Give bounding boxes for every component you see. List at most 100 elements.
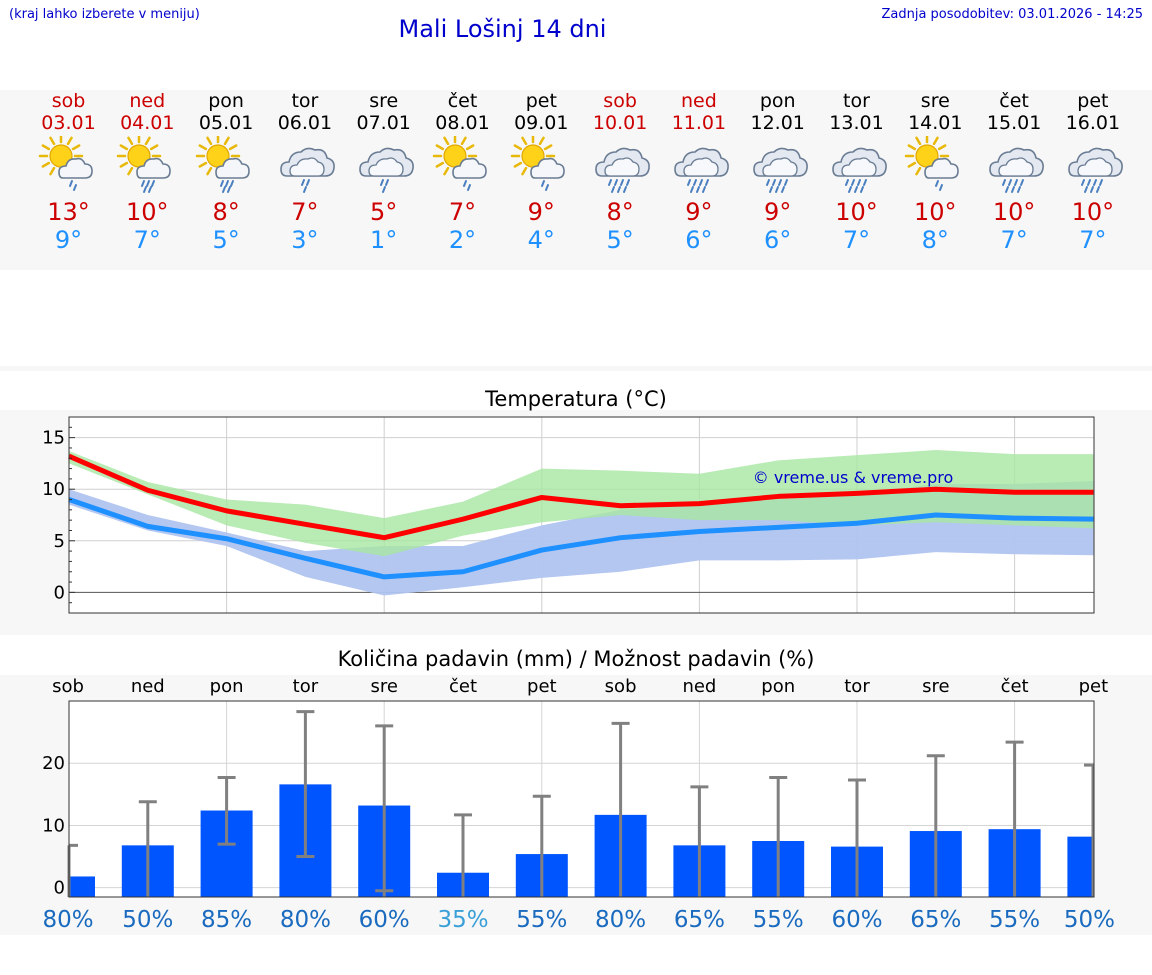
precip-probability: 60% bbox=[831, 907, 882, 933]
category-label: pet bbox=[527, 676, 557, 697]
precip-bar bbox=[1067, 836, 1094, 897]
category-label: čet bbox=[449, 676, 477, 697]
y-tick-label: 0 bbox=[54, 878, 65, 899]
category-label: pon bbox=[761, 676, 795, 697]
day-name: tor bbox=[291, 90, 319, 112]
precip-error-bar bbox=[769, 776, 788, 897]
day-column: ned 11.01 9° 6° bbox=[659, 90, 738, 254]
y-tick-label: 20 bbox=[42, 753, 65, 774]
temp-min: 9° bbox=[54, 226, 83, 254]
temp-max: 10° bbox=[1071, 198, 1115, 226]
day-name: pet bbox=[1077, 90, 1109, 112]
day-date: 13.01 bbox=[829, 112, 884, 134]
temperature-chart-title: Temperatura (°C) bbox=[485, 387, 667, 411]
category-label: sre bbox=[370, 676, 397, 697]
category-label: čet bbox=[1001, 676, 1029, 697]
day-column: sre 14.01 10° 8° bbox=[896, 90, 975, 254]
category-label: sob bbox=[52, 676, 84, 697]
sun-cloud-rain-icon bbox=[432, 136, 487, 191]
day-date: 11.01 bbox=[671, 112, 727, 134]
category-label: tor bbox=[293, 676, 319, 697]
temp-min: 7° bbox=[1000, 226, 1028, 254]
daily-forecast-strip: sob 03.01 13° 9° ned 04.01 10° 7° pon 05.01 8° 5° to… bbox=[0, 90, 1152, 270]
temp-max: 13° bbox=[47, 198, 90, 226]
precip-error-bar bbox=[848, 778, 866, 897]
temp-min: 4° bbox=[527, 226, 555, 254]
precip-error-bar bbox=[1005, 740, 1024, 897]
y-tick-label: 15 bbox=[42, 428, 65, 449]
y-tick-label: 5 bbox=[54, 531, 65, 552]
day-column: pet 16.01 10° 7° bbox=[1053, 90, 1132, 254]
y-tick-label: 10 bbox=[42, 815, 65, 836]
day-name: sre bbox=[369, 90, 399, 112]
precip-probability: 55% bbox=[989, 907, 1040, 933]
temp-min: 3° bbox=[291, 226, 319, 254]
day-name: čet bbox=[447, 90, 478, 112]
plot-frame bbox=[68, 700, 1095, 898]
temp-min: 6° bbox=[685, 226, 713, 254]
temp-min: 5° bbox=[606, 226, 634, 254]
day-column: tor 13.01 10° 7° bbox=[817, 90, 896, 254]
precip-error-bar bbox=[454, 813, 472, 897]
precip-error-bar bbox=[926, 754, 945, 897]
temp-max: 7° bbox=[291, 198, 319, 226]
precip-probability: 55% bbox=[753, 907, 804, 933]
sun-cloud-heavy-rain-icon bbox=[195, 136, 250, 193]
temp-max: 8° bbox=[606, 198, 634, 226]
cloud-heavy-rain-icon bbox=[595, 147, 651, 193]
temp-min: 7° bbox=[842, 226, 871, 254]
cloud-heavy-rain-icon bbox=[989, 147, 1045, 193]
precip-probability: 55% bbox=[516, 907, 567, 933]
day-column: sob 03.01 13° 9° bbox=[29, 90, 108, 254]
temp-max: 5° bbox=[370, 198, 398, 226]
precip-error-bar bbox=[138, 800, 157, 897]
day-date: 04.01 bbox=[120, 112, 175, 134]
cloud-heavy-rain-icon bbox=[1068, 147, 1123, 193]
temp-max: 9° bbox=[764, 198, 792, 226]
day-name: sob bbox=[603, 90, 637, 112]
day-name: čet bbox=[999, 90, 1029, 112]
temp-min: 2° bbox=[448, 226, 477, 254]
day-column: sob 10.01 8° 5° bbox=[581, 90, 660, 254]
sun-cloud-rain-icon bbox=[905, 136, 960, 191]
cloud-rain-icon bbox=[358, 147, 414, 193]
y-tick-label: 10 bbox=[42, 479, 65, 500]
precip-probability: 80% bbox=[280, 907, 331, 933]
temperature-chart: © vreme.us & vreme.pro 0 5 10 15 bbox=[42, 416, 1095, 614]
temp-min: 6° bbox=[764, 226, 792, 254]
sun-cloud-rain-icon bbox=[511, 136, 566, 191]
temp-min: 7° bbox=[1079, 226, 1107, 254]
temp-max: 10° bbox=[126, 198, 169, 226]
day-name: ned bbox=[129, 90, 166, 112]
min-temp-line bbox=[68, 497, 1094, 580]
precip-probability: 80% bbox=[42, 907, 93, 933]
precip-bar bbox=[69, 876, 95, 897]
cloud-heavy-rain-icon bbox=[752, 147, 808, 193]
day-date: 12.01 bbox=[750, 112, 805, 134]
precip-error-bar bbox=[375, 724, 394, 897]
last-updated: Zadnja posodobitev: 03.01.2026 - 14:25 bbox=[881, 7, 1143, 22]
precip-probability: 50% bbox=[1064, 907, 1115, 933]
location-hint: (kraj lahko izberete v meniju) bbox=[9, 7, 200, 22]
day-column: čet 08.01 7° 2° bbox=[423, 90, 502, 254]
day-date: 06.01 bbox=[277, 112, 333, 134]
precip-probability: 65% bbox=[674, 907, 725, 933]
cloud-heavy-rain-icon bbox=[831, 147, 887, 193]
cloud-heavy-rain-icon bbox=[674, 147, 729, 193]
day-column: tor 06.01 7° 3° bbox=[265, 90, 344, 254]
day-name: pon bbox=[759, 90, 796, 112]
day-name: tor bbox=[843, 90, 870, 112]
precip-probability: 85% bbox=[201, 907, 252, 933]
precip-probability: 60% bbox=[359, 907, 410, 933]
day-name: ned bbox=[680, 90, 717, 112]
plot-frame bbox=[68, 416, 1095, 614]
separator bbox=[0, 366, 1152, 371]
day-name: sre bbox=[920, 90, 950, 112]
temp-max: 10° bbox=[914, 198, 957, 226]
day-name: pon bbox=[208, 90, 244, 112]
temp-min: 8° bbox=[921, 226, 949, 254]
precip-error-bar bbox=[1084, 763, 1095, 897]
y-tick-label: 0 bbox=[54, 582, 65, 603]
precip-error-bar bbox=[296, 710, 315, 859]
precip-error-bar bbox=[690, 785, 709, 897]
